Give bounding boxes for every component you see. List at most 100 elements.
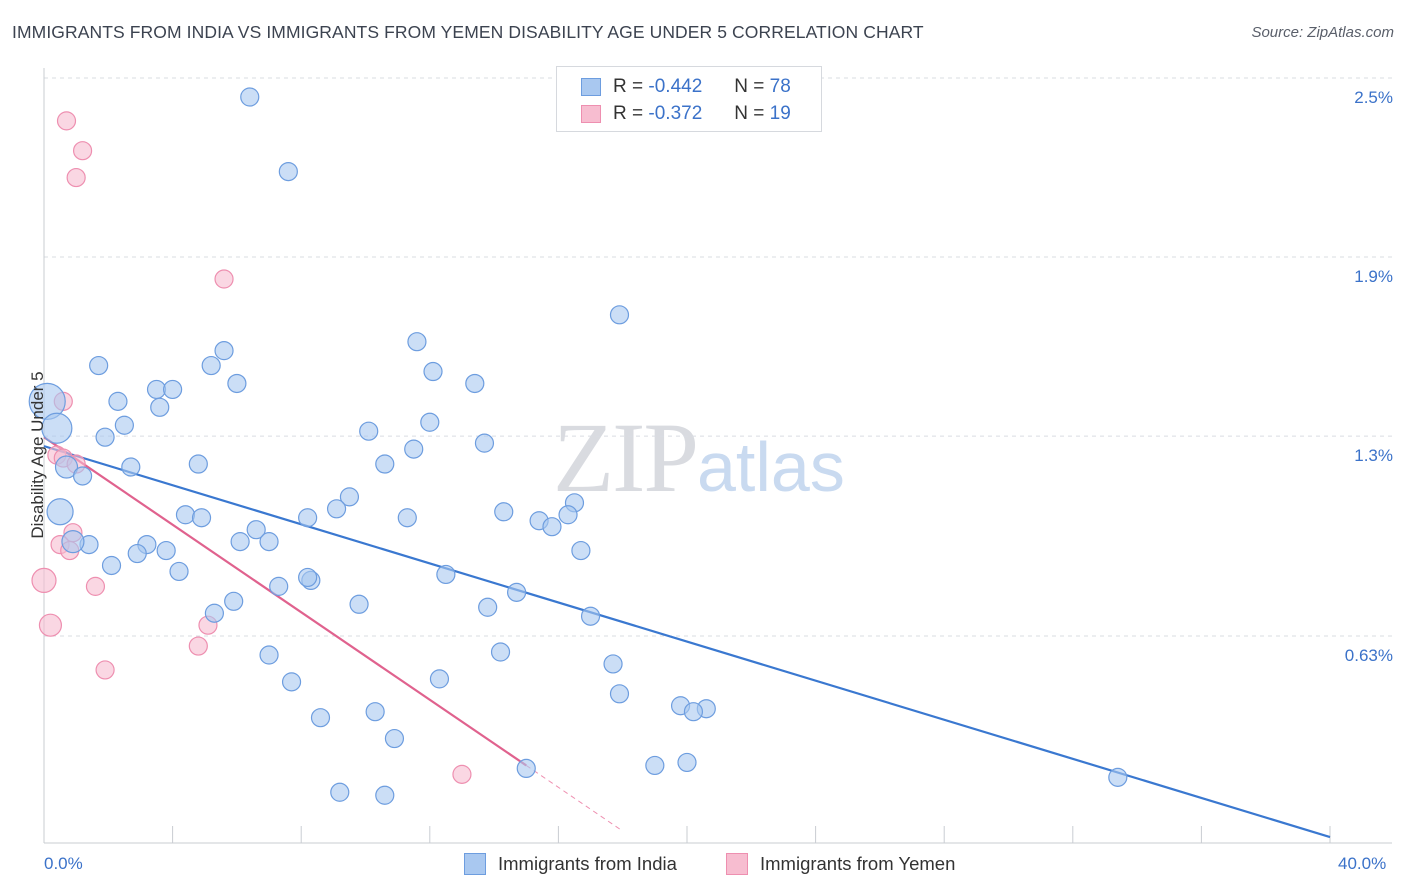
watermark-atlas: atlas (697, 428, 845, 506)
india-point (127, 543, 147, 564)
legend-row-yemen: R = -0.372 N = 19 (581, 102, 791, 126)
yemen-point (66, 167, 86, 188)
y-tick-label: 2.5% (1354, 88, 1393, 107)
india-point (677, 752, 697, 773)
india-point (163, 379, 183, 400)
r-value-yemen: -0.372 (648, 103, 703, 124)
source-label: Source: ZipAtlas.com (1251, 24, 1394, 41)
india-point (384, 728, 405, 749)
india-point (61, 530, 85, 554)
yemen-point (72, 141, 93, 161)
india-swatch (581, 78, 601, 96)
chart-title: IMMIGRANTS FROM INDIA VS IMMIGRANTS FROM… (12, 22, 924, 42)
india-point (494, 502, 514, 522)
bottom-legend-yemen: Immigrants from Yemen (726, 851, 955, 877)
n-label: N = (734, 103, 765, 124)
bottom-legend-india: Immigrants from India (464, 851, 677, 877)
india-point (259, 532, 279, 552)
india-point (1108, 767, 1128, 787)
india-point (465, 373, 485, 394)
r-value-india: -0.442 (648, 76, 703, 97)
yemen-point (452, 764, 472, 784)
india-point (609, 305, 630, 325)
india-point (375, 454, 395, 474)
india-point (169, 561, 189, 582)
y-axis-label: Disability Age Under 5 (28, 371, 47, 539)
yemen-legend-swatch (726, 853, 748, 875)
india-point (683, 702, 704, 722)
india-point (95, 427, 115, 447)
india-point (490, 642, 511, 662)
india-point (298, 567, 318, 588)
india-point (108, 391, 128, 411)
grid-lines (44, 77, 1392, 637)
india-point (359, 421, 379, 441)
india-point (420, 412, 440, 432)
yemen-trend-line (43, 436, 527, 767)
india-point (436, 564, 456, 585)
yemen-point (85, 576, 106, 596)
india-point (339, 487, 360, 507)
yemen-point (31, 567, 57, 594)
india-point (375, 785, 395, 805)
india-point (230, 532, 250, 552)
india-point (150, 397, 170, 417)
india-point (478, 597, 498, 617)
india-point (349, 594, 369, 614)
india-point (41, 412, 73, 444)
india-point (310, 708, 331, 728)
india-point (645, 755, 665, 776)
yemen-point (188, 636, 208, 656)
india-point (121, 457, 141, 477)
india-point (146, 379, 167, 400)
india-point (609, 684, 630, 704)
legend-row-india: R = -0.442 N = 78 (581, 75, 791, 99)
india-point (156, 540, 176, 561)
india-point (326, 499, 347, 519)
yemen-point (214, 269, 234, 289)
yemen-point (38, 613, 63, 637)
india-point (54, 455, 79, 479)
india-point (72, 466, 93, 486)
india-point (397, 508, 417, 528)
india-point (603, 654, 623, 674)
india-point (46, 498, 74, 526)
india-point (114, 415, 134, 435)
india-point (204, 603, 224, 623)
y-tick-label: 0.63% (1344, 646, 1393, 665)
n-label: N = (734, 76, 765, 97)
india-point (259, 645, 279, 665)
india-point (101, 555, 122, 576)
r-label: R = (613, 76, 644, 97)
india-point (365, 702, 385, 722)
india-point (507, 582, 527, 602)
x-tick-max: 40.0% (1338, 854, 1387, 873)
india-point (175, 505, 196, 525)
india-point (474, 433, 495, 453)
india-trend-group (43, 445, 1331, 839)
r-label: R = (613, 103, 644, 124)
india-point (191, 508, 212, 528)
india-trend-line (43, 445, 1331, 839)
india-point (227, 373, 247, 394)
india-point (269, 576, 289, 596)
y-tick-label: 1.9% (1354, 267, 1393, 287)
india-point (281, 672, 302, 692)
y-tick-label: 1.3% (1354, 446, 1393, 466)
india-point (246, 520, 266, 540)
india-point (214, 341, 234, 361)
india-point (423, 361, 443, 382)
india-point (278, 162, 298, 182)
india-points (28, 87, 1128, 805)
india-point (516, 758, 536, 779)
n-value-india: 78 (769, 76, 791, 97)
india-legend-swatch (464, 853, 486, 875)
india-point (407, 332, 427, 352)
india-point (89, 355, 109, 376)
x-tick-min: 0.0% (44, 854, 83, 873)
india-legend-label: Immigrants from India (498, 853, 677, 874)
yemen-point (56, 111, 77, 131)
yemen-legend-label: Immigrants from Yemen (760, 853, 956, 874)
india-point (298, 508, 318, 528)
